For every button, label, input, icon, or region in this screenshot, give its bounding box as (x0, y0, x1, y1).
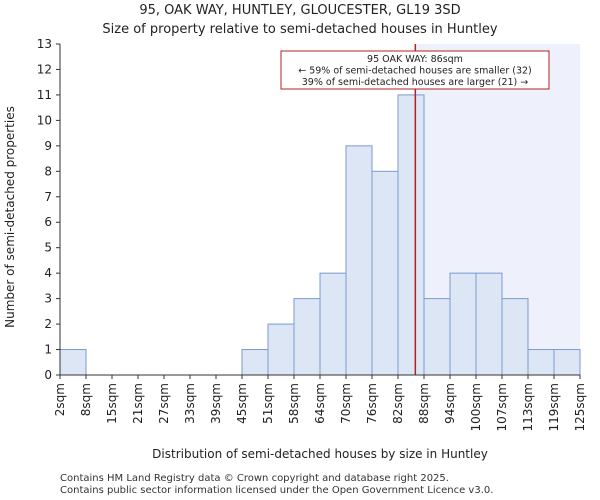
bar-88sqm (423, 298, 451, 376)
bar-64sqm (319, 272, 347, 376)
y-tick-label: 7 (44, 190, 52, 204)
bar-45sqm (241, 349, 269, 376)
y-tick-label: 3 (44, 292, 52, 306)
y-axis-label: Number of semi-detached properties (3, 106, 17, 328)
y-tick-label: 11 (37, 88, 52, 102)
x-tick-label: 113sqm (521, 383, 535, 431)
bar-51sqm (267, 323, 295, 376)
y-tick-label: 10 (37, 113, 52, 127)
chart-subtitle: Size of property relative to semi-detach… (102, 22, 497, 37)
x-tick-label: 64sqm (313, 383, 327, 424)
x-tick-label: 58sqm (287, 383, 301, 424)
footer-line-1: Contains HM Land Registry data © Crown c… (60, 473, 449, 484)
bar-76sqm (371, 170, 399, 376)
x-tick-label: 100sqm (469, 383, 483, 431)
x-tick-label: 70sqm (339, 383, 353, 424)
x-tick-label: 33sqm (183, 383, 197, 424)
y-tick-label: 5 (44, 241, 52, 255)
bar-113sqm (527, 349, 555, 376)
bar-82sqm (397, 94, 425, 376)
y-tick-label: 13 (37, 37, 52, 51)
y-tick-label: 4 (44, 266, 52, 280)
y-tick-label: 12 (37, 62, 52, 76)
y-tick-label: 0 (44, 368, 52, 382)
x-tick-label: 88sqm (417, 383, 431, 424)
footer-line-2: Contains public sector information licen… (60, 485, 494, 496)
x-tick-label: 2sqm (53, 383, 67, 416)
annotation-line: ← 59% of semi-detached houses are smalle… (298, 66, 532, 77)
x-tick-label: 76sqm (365, 383, 379, 424)
bar-94sqm (449, 272, 477, 376)
x-tick-label: 27sqm (157, 383, 171, 424)
x-tick-label: 94sqm (443, 383, 457, 424)
bar-2sqm (59, 349, 87, 376)
x-tick-label: 15sqm (105, 383, 119, 424)
x-axis-label: Distribution of semi-detached houses by … (152, 447, 488, 461)
bar-100sqm (475, 272, 503, 376)
x-tick-label: 82sqm (391, 383, 405, 424)
annotation-box (280, 50, 550, 90)
bar-119sqm (553, 349, 581, 376)
x-tick-label: 39sqm (209, 383, 223, 424)
y-tick-label: 6 (44, 215, 52, 229)
y-tick-label: 1 (44, 343, 52, 357)
y-tick-label: 8 (44, 164, 52, 178)
y-tick-label: 2 (44, 317, 52, 331)
x-tick-label: 51sqm (261, 383, 275, 424)
chart-title: 95, OAK WAY, HUNTLEY, GLOUCESTER, GL19 3… (139, 3, 460, 18)
annotation-line: 95 OAK WAY: 86sqm (367, 54, 463, 65)
bar-107sqm (501, 298, 529, 376)
x-tick-label: 125sqm (573, 383, 587, 431)
x-tick-label: 8sqm (79, 383, 93, 416)
x-tick-label: 107sqm (495, 383, 509, 431)
bar-58sqm (293, 298, 321, 376)
x-tick-label: 21sqm (131, 383, 145, 424)
annotation-line: 39% of semi-detached houses are larger (… (302, 77, 529, 88)
x-tick-label: 119sqm (547, 383, 561, 431)
x-tick-label: 45sqm (235, 383, 249, 424)
bar-70sqm (345, 145, 373, 376)
y-tick-label: 9 (44, 139, 52, 153)
